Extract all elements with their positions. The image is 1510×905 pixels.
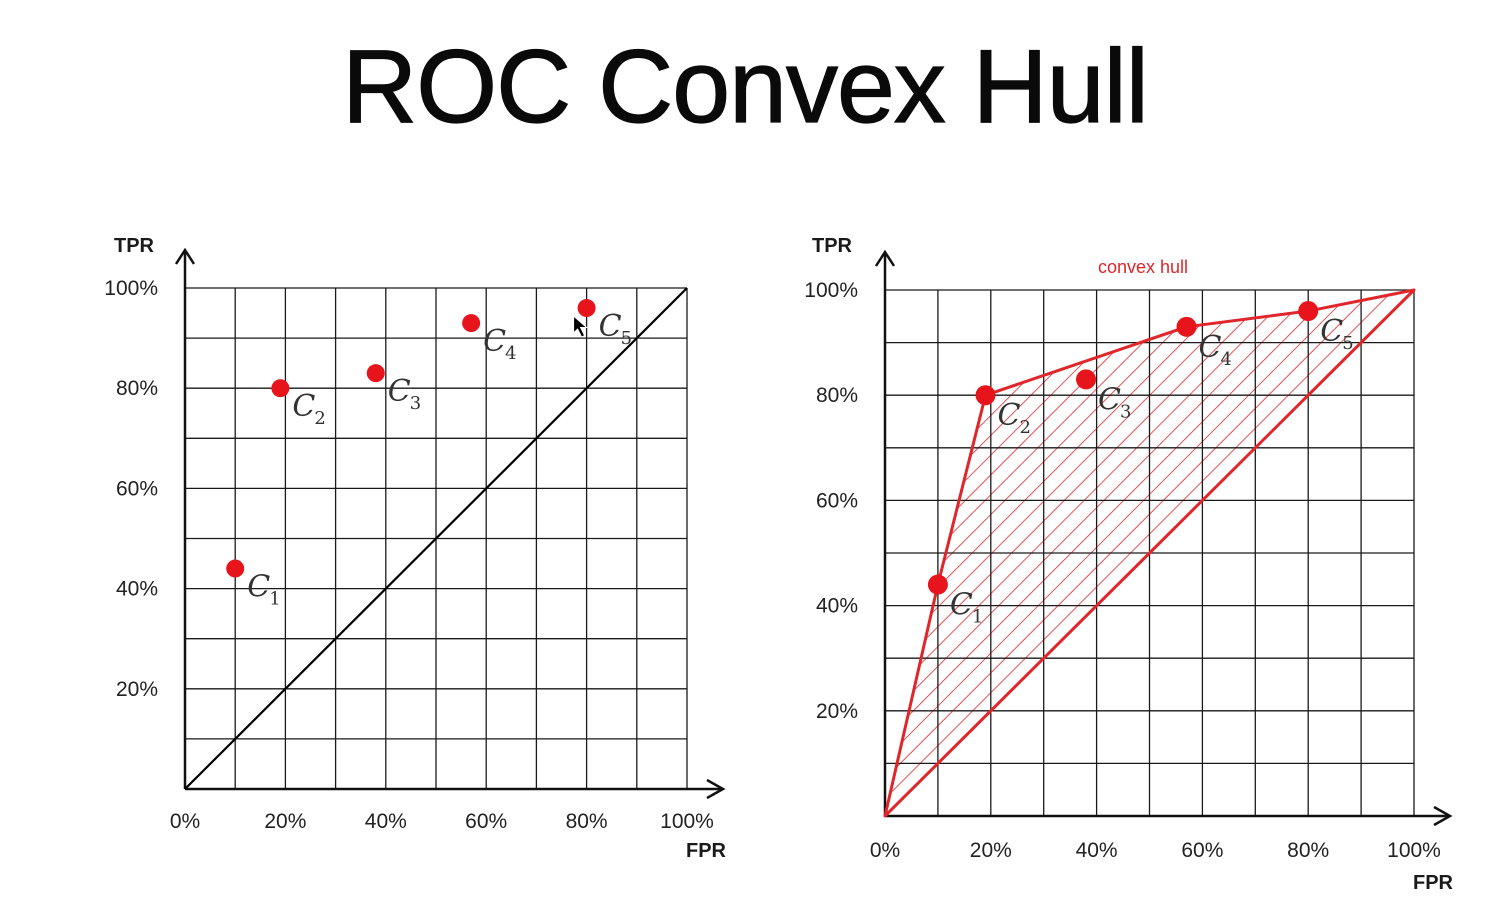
x-tick-label: 20% — [970, 839, 1012, 862]
x-tick-label: 60% — [1181, 839, 1223, 862]
y-axis-title: TPR — [114, 235, 155, 257]
classifier-label-subscript: 4 — [505, 343, 516, 364]
classifier-point — [226, 559, 245, 578]
y-tick-label: 60% — [816, 489, 858, 512]
classifier-label: C — [1320, 314, 1343, 349]
random-classifier-diagonal — [184, 287, 688, 790]
classifier-label: C — [292, 389, 315, 424]
classifier-label-subscript: 4 — [1221, 349, 1232, 370]
classifier-label-subscript: 5 — [621, 328, 632, 349]
x-tick-label: 80% — [1287, 839, 1329, 862]
mouse-cursor-icon — [573, 314, 588, 338]
classifier-point — [462, 314, 481, 333]
x-tick-label: 100% — [1387, 839, 1441, 862]
roc-chart-right: 20% 40% 60% 80% 100% 0% 20% 40% 60% 80% 100% TPR FPR… — [804, 235, 1453, 894]
classifier-label-subscript: 5 — [1342, 333, 1353, 354]
x-tick-label: 60% — [465, 810, 507, 833]
y-axis-title: TPR — [812, 235, 853, 257]
x-tick-label: 40% — [1076, 839, 1118, 862]
roc-chart-left: 20% 40% 60% 80% 100% 0% 20% 40% 60% 80% 100% TPR FPR… — [104, 235, 726, 862]
hull-label: convex hull — [1098, 257, 1188, 277]
classifier-point — [1298, 301, 1319, 322]
classifier-label: C — [998, 398, 1021, 433]
classifier-label-subscript: 2 — [1020, 417, 1031, 438]
classifier-label: C — [388, 374, 411, 409]
x-tick-label: 100% — [660, 810, 714, 833]
classifier-point — [577, 299, 596, 318]
classifier-point — [927, 574, 948, 595]
y-tick-label: 80% — [816, 384, 858, 407]
grid — [884, 289, 1415, 817]
classifier-label: C — [599, 309, 622, 344]
classifier-point — [271, 379, 290, 398]
x-tick-label: 80% — [566, 810, 608, 833]
x-axis-arrow-icon — [706, 778, 726, 800]
classifier-label-subscript: 3 — [1120, 401, 1131, 422]
y-tick-label: 40% — [816, 595, 858, 618]
x-axis-title: FPR — [686, 840, 727, 862]
x-axis-title: FPR — [1413, 872, 1454, 894]
classifier-label-subscript: 3 — [410, 393, 421, 414]
y-tick-label: 40% — [116, 578, 158, 601]
classifier-label: C — [1098, 382, 1121, 417]
x-axis-arrow-icon — [1433, 805, 1453, 827]
y-axis-arrow-icon — [874, 249, 896, 267]
classifier-point — [366, 364, 385, 383]
classifier-label: C — [950, 588, 973, 623]
classifier-label-subscript: 2 — [314, 408, 325, 429]
classifier-label-subscript: 1 — [269, 589, 280, 610]
classifier-point — [975, 385, 996, 406]
classifier-label-subscript: 1 — [972, 607, 983, 628]
y-tick-label: 20% — [816, 700, 858, 723]
classifier-label: C — [483, 324, 506, 359]
y-tick-label: 20% — [116, 678, 158, 701]
classifier-point — [1076, 369, 1097, 390]
y-tick-label: 60% — [116, 477, 158, 500]
y-axis-arrow-icon — [174, 247, 196, 265]
classifier-label: C — [247, 570, 270, 605]
slide-title: ROC Convex Hull — [342, 28, 1150, 145]
classifier-label: C — [1199, 330, 1222, 365]
x-tick-label: 0% — [170, 810, 200, 833]
y-tick-label: 100% — [104, 277, 158, 300]
x-tick-label: 40% — [365, 810, 407, 833]
classifier-point — [1176, 316, 1197, 337]
y-tick-label: 100% — [804, 279, 858, 302]
x-tick-label: 0% — [870, 839, 900, 862]
y-tick-label: 80% — [116, 377, 158, 400]
x-tick-label: 20% — [264, 810, 306, 833]
